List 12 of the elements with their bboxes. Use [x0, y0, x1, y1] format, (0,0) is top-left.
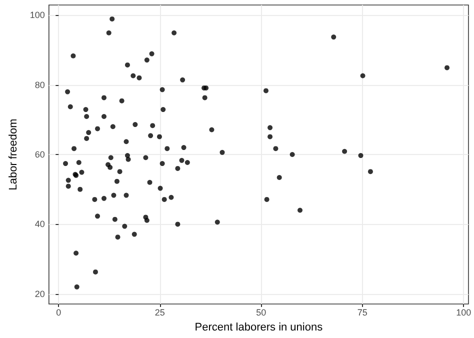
- x-tick-label: 50: [256, 308, 266, 318]
- y-tick-label: 100: [30, 10, 45, 20]
- x-tick-label: 100: [456, 308, 472, 318]
- x-tick-label: 0: [56, 308, 62, 318]
- x-tick-label: 75: [357, 308, 368, 318]
- y-axis-title: Labor freedom: [8, 118, 20, 190]
- x-tick-label: 25: [154, 308, 165, 318]
- x-axis-title: Percent laborers in unions: [194, 322, 324, 334]
- y-tick-label: 40: [34, 219, 45, 230]
- y-tick-label: 80: [34, 80, 45, 90]
- y-tick-label: 60: [34, 150, 45, 160]
- y-tick-label: 20: [34, 288, 45, 299]
